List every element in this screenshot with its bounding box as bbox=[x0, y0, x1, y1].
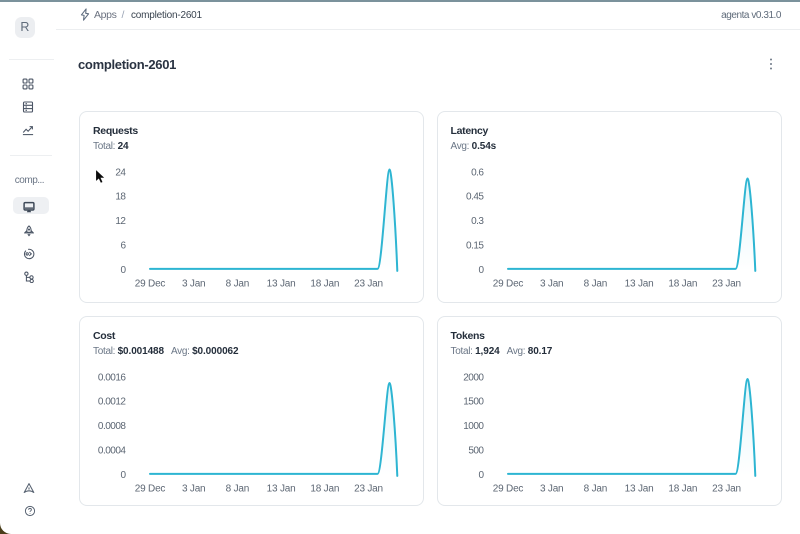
svg-text:500: 500 bbox=[468, 445, 484, 456]
svg-text:0.0012: 0.0012 bbox=[98, 396, 127, 407]
svg-text:1000: 1000 bbox=[463, 421, 484, 432]
svg-text:3 Jan: 3 Jan bbox=[539, 278, 562, 289]
svg-text:18 Jan: 18 Jan bbox=[310, 483, 339, 494]
svg-text:0: 0 bbox=[120, 469, 126, 480]
svg-text:29 Dec: 29 Dec bbox=[135, 483, 166, 494]
svg-text:1500: 1500 bbox=[463, 396, 484, 407]
svg-text:23 Jan: 23 Jan bbox=[354, 278, 383, 289]
svg-text:3 Jan: 3 Jan bbox=[182, 278, 205, 289]
svg-text:0.0008: 0.0008 bbox=[98, 421, 127, 432]
svg-text:18 Jan: 18 Jan bbox=[310, 278, 339, 289]
svg-text:18: 18 bbox=[115, 191, 126, 202]
svg-text:0.45: 0.45 bbox=[466, 191, 484, 202]
svg-text:0.0016: 0.0016 bbox=[98, 372, 127, 383]
svg-text:13 Jan: 13 Jan bbox=[624, 483, 653, 494]
svg-text:12: 12 bbox=[115, 216, 126, 227]
svg-text:2000: 2000 bbox=[463, 372, 484, 383]
svg-text:8 Jan: 8 Jan bbox=[226, 278, 249, 289]
svg-text:29 Dec: 29 Dec bbox=[492, 483, 523, 494]
svg-text:23 Jan: 23 Jan bbox=[712, 483, 741, 494]
svg-text:13 Jan: 13 Jan bbox=[267, 278, 296, 289]
svg-text:8 Jan: 8 Jan bbox=[583, 483, 606, 494]
svg-text:0: 0 bbox=[120, 264, 126, 275]
svg-text:13 Jan: 13 Jan bbox=[624, 278, 653, 289]
svg-text:18 Jan: 18 Jan bbox=[668, 278, 697, 289]
svg-text:29 Dec: 29 Dec bbox=[135, 278, 166, 289]
svg-text:0.6: 0.6 bbox=[471, 167, 484, 178]
svg-text:29 Dec: 29 Dec bbox=[492, 278, 523, 289]
svg-text:23 Jan: 23 Jan bbox=[712, 278, 741, 289]
svg-text:6: 6 bbox=[120, 240, 126, 251]
svg-text:24: 24 bbox=[115, 167, 126, 178]
svg-text:0.3: 0.3 bbox=[471, 216, 484, 227]
svg-text:13 Jan: 13 Jan bbox=[267, 483, 296, 494]
svg-text:3 Jan: 3 Jan bbox=[539, 483, 562, 494]
svg-text:8 Jan: 8 Jan bbox=[583, 278, 606, 289]
svg-text:0: 0 bbox=[478, 469, 484, 480]
svg-text:3 Jan: 3 Jan bbox=[182, 483, 205, 494]
svg-text:0.0004: 0.0004 bbox=[98, 445, 127, 456]
svg-text:0: 0 bbox=[478, 264, 484, 275]
svg-text:23 Jan: 23 Jan bbox=[354, 483, 383, 494]
svg-text:0.15: 0.15 bbox=[466, 240, 484, 251]
svg-text:18 Jan: 18 Jan bbox=[668, 483, 697, 494]
svg-text:8 Jan: 8 Jan bbox=[226, 483, 249, 494]
